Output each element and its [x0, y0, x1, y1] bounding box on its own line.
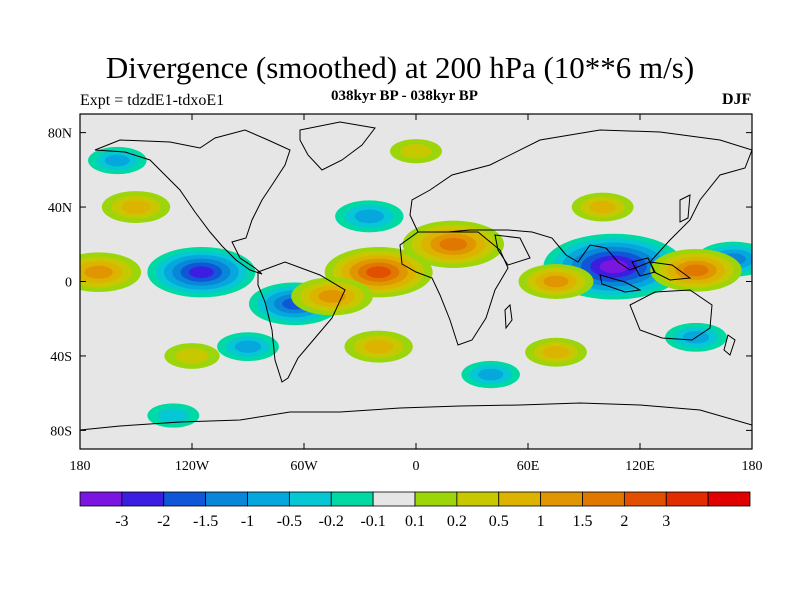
colorbar-swatch	[205, 491, 248, 507]
contour-band	[542, 346, 570, 359]
x-tick-label: 180	[70, 459, 91, 474]
contour-band	[366, 266, 392, 279]
anomaly-center	[80, 252, 142, 292]
anomaly-center	[402, 220, 505, 268]
period-label: 038kyr BP - 038kyr BP	[331, 88, 478, 104]
contour-band	[157, 408, 189, 423]
contour-band	[364, 339, 394, 354]
axis-ticks: 180 120W 60W 0 60E 120E 180 80N 40N 0 40S 80S	[48, 114, 763, 474]
colorbar-label: -2	[157, 513, 170, 530]
colorbar-label: 0.2	[447, 513, 467, 530]
anomaly-center	[147, 246, 256, 298]
anomaly-center	[461, 360, 520, 389]
contour-band	[121, 200, 151, 214]
contour-band	[175, 348, 209, 364]
colorbar: -3 -2 -1.5 -1 -0.5 -0.2 -0.1 0.1 0.2 0.5 1 1.5 2 3	[79, 491, 751, 530]
contour-band	[84, 265, 113, 279]
colorbar-label: 2	[620, 513, 628, 530]
colorbar-swatch	[456, 491, 500, 507]
contour-band	[439, 237, 468, 251]
colorbar-swatch	[163, 491, 207, 507]
colorbar-label: -1	[241, 513, 254, 530]
colorbar-swatch	[665, 491, 709, 507]
colorbar-swatch	[414, 491, 458, 507]
contour-band	[234, 340, 262, 353]
anomaly-center	[390, 139, 442, 164]
contour-band	[400, 143, 432, 159]
anomaly-center	[88, 146, 147, 175]
colorbar-swatch	[121, 491, 165, 507]
contour-band	[478, 368, 504, 381]
x-tick-label: 120E	[625, 459, 655, 474]
colorbar-label: -3	[115, 513, 128, 530]
season-label: DJF	[722, 91, 752, 108]
x-tick-label: 180	[742, 459, 763, 474]
contour-band	[188, 266, 214, 279]
anomaly-center	[518, 264, 594, 299]
colorbar-label: 1.5	[573, 513, 593, 530]
plot-title: Divergence (smoothed) at 200 hPa (10**6 …	[105, 50, 695, 85]
colorbar-swatch	[372, 491, 416, 507]
colorbar-swatch	[330, 491, 374, 507]
anomaly-center	[650, 248, 742, 292]
colorbar-swatch	[498, 491, 542, 507]
colorbar-swatch	[582, 491, 625, 507]
colorbar-label: -0.2	[319, 513, 344, 530]
y-tick-label: 80S	[50, 424, 72, 439]
anomaly-center	[571, 192, 634, 222]
y-tick-label: 0	[65, 276, 72, 291]
x-tick-label: 0	[413, 459, 420, 474]
colorbar-swatch	[79, 491, 123, 507]
colorbar-swatch	[247, 491, 290, 507]
contour-band	[104, 154, 130, 167]
contour-band	[589, 200, 616, 214]
contour-band	[318, 290, 346, 303]
x-tick-label: 60W	[290, 459, 318, 474]
anomaly-center	[291, 277, 373, 316]
colorbar-label: 1	[537, 513, 545, 530]
colorbar-swatch	[540, 491, 583, 507]
colorbar-swatch	[623, 491, 667, 507]
divergence-field	[80, 139, 752, 428]
colorbar-swatch	[707, 491, 751, 507]
anomaly-center	[525, 337, 587, 367]
anomaly-center	[217, 332, 279, 362]
contour-band	[683, 264, 709, 277]
colorbar-label: -0.1	[360, 513, 385, 530]
anomaly-center	[164, 343, 220, 369]
colorbar-label: 3	[662, 513, 670, 530]
colorbar-label: 0.5	[489, 513, 509, 530]
anomaly-center	[101, 191, 171, 224]
experiment-label: Expt = tdzdE1-tdxoE1	[80, 92, 225, 109]
coastlines	[80, 121, 752, 431]
contour-band	[599, 260, 628, 274]
colorbar-label: -1.5	[193, 513, 218, 530]
anomaly-center	[335, 200, 404, 233]
contour-band	[354, 209, 384, 224]
y-tick-label: 40N	[48, 201, 72, 216]
x-tick-label: 120W	[175, 459, 210, 474]
contour-band	[543, 275, 569, 288]
colorbar-label: 0.1	[405, 513, 425, 530]
x-tick-label: 60E	[517, 459, 540, 474]
anomaly-center	[344, 330, 413, 363]
colorbar-label: -0.5	[277, 513, 302, 530]
colorbar-swatch	[288, 491, 332, 507]
y-tick-label: 40S	[50, 350, 72, 365]
y-tick-label: 80N	[48, 127, 72, 142]
